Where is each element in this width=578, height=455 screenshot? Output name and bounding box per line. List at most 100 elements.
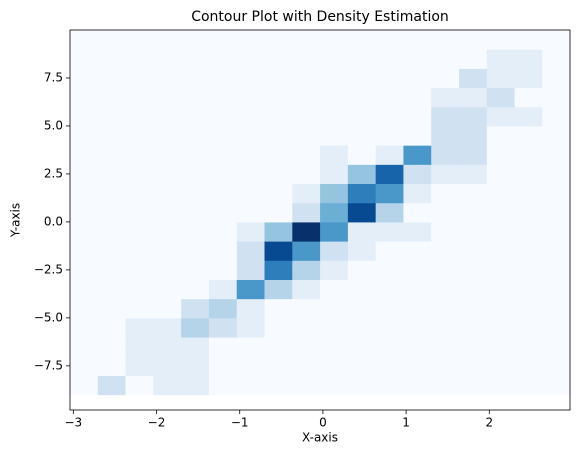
heatmap-cell xyxy=(542,68,571,89)
heatmap-cell xyxy=(181,49,210,69)
heatmap-cell xyxy=(514,30,543,50)
x-tick-label: 2 xyxy=(485,416,493,430)
heatmap-cell xyxy=(542,49,571,69)
heatmap-cell xyxy=(403,337,432,357)
heatmap-cell xyxy=(375,241,404,261)
heatmap-cell xyxy=(320,49,349,69)
heatmap-cell xyxy=(320,221,349,242)
heatmap-cell xyxy=(514,337,543,357)
heatmap-cell xyxy=(431,183,460,204)
heatmap-cell xyxy=(375,145,404,165)
heatmap-cell xyxy=(236,49,266,69)
heatmap-cell xyxy=(208,317,238,338)
y-axis-label: Y-axis xyxy=(9,203,23,238)
heatmap-cell xyxy=(236,87,266,108)
heatmap-cell xyxy=(264,337,293,357)
heatmap-cell xyxy=(403,49,432,69)
heatmap-cell xyxy=(70,317,99,338)
heatmap-cell xyxy=(459,87,488,108)
heatmap-cell xyxy=(153,145,182,165)
heatmap-cell xyxy=(431,356,460,376)
heatmap-cell xyxy=(486,260,516,280)
heatmap-cell xyxy=(486,145,516,165)
heatmap-cell xyxy=(292,164,321,185)
heatmap-cell xyxy=(542,241,571,261)
heatmap-cell xyxy=(181,202,210,223)
heatmap-cell xyxy=(542,356,571,376)
heatmap-cell xyxy=(431,260,460,280)
heatmap-cell xyxy=(514,202,543,223)
heatmap-cell xyxy=(431,221,460,242)
heatmap-cell xyxy=(459,183,488,204)
heatmap-cell xyxy=(264,317,293,338)
heatmap-cell xyxy=(125,106,154,127)
heatmap-cell xyxy=(542,106,571,127)
heatmap-cell xyxy=(236,145,266,165)
heatmap-cell xyxy=(97,337,127,357)
heatmap-cell xyxy=(347,337,377,357)
heatmap-cell xyxy=(153,317,182,338)
x-tick-label: −2 xyxy=(148,416,166,430)
heatmap-cell xyxy=(514,221,543,242)
heatmap-cell xyxy=(208,30,238,50)
heatmap-cell xyxy=(208,49,238,69)
heatmap-cell xyxy=(514,241,543,261)
heatmap-cell xyxy=(347,106,377,127)
heatmap-cell xyxy=(264,164,293,185)
heatmap-cell xyxy=(375,317,404,338)
x-tick-label: 0 xyxy=(319,416,327,430)
heatmap-cell xyxy=(125,87,154,108)
heatmap-cell xyxy=(486,298,516,319)
heatmap-cell xyxy=(236,375,266,396)
y-tick-label: 5.0 xyxy=(44,118,63,132)
heatmap-cell xyxy=(514,356,543,376)
heatmap-cell xyxy=(70,183,99,204)
heatmap-cell xyxy=(431,106,460,127)
heatmap-cell xyxy=(292,279,321,300)
heatmap-cell xyxy=(320,317,349,338)
heatmap-cell xyxy=(375,356,404,376)
heatmap-cell xyxy=(208,221,238,242)
heatmap-cell xyxy=(292,337,321,357)
heatmap-cell xyxy=(264,125,293,146)
heatmap-cell xyxy=(208,164,238,185)
heatmap-cell xyxy=(347,356,377,376)
heatmap-cell xyxy=(320,260,349,280)
heatmap-cell xyxy=(264,241,293,261)
heatmap-cell xyxy=(208,106,238,127)
heatmap-cell xyxy=(431,317,460,338)
heatmap-cell xyxy=(486,337,516,357)
heatmap-cell xyxy=(486,49,516,69)
heatmap-cell xyxy=(542,87,571,108)
heatmap-cell xyxy=(459,298,488,319)
heatmap-cell xyxy=(514,279,543,300)
heatmap-cell xyxy=(264,30,293,50)
heatmap-cell xyxy=(431,145,460,165)
heatmap-cell xyxy=(97,375,127,396)
heatmap-cell xyxy=(97,30,127,50)
heatmap-cell xyxy=(431,68,460,89)
heatmap-cell xyxy=(97,106,127,127)
heatmap-cell xyxy=(292,375,321,396)
heatmap-cell xyxy=(320,356,349,376)
heatmap-cell xyxy=(208,375,238,396)
heatmap-cell xyxy=(153,298,182,319)
heatmap-cell xyxy=(70,30,99,50)
heatmap-cell xyxy=(125,298,154,319)
heatmap-cell xyxy=(292,106,321,127)
heatmap-cell xyxy=(375,30,404,50)
heatmap-cell xyxy=(320,337,349,357)
heatmap-cell xyxy=(125,375,154,396)
heatmap-cell xyxy=(153,279,182,300)
y-tick-label: −7.5 xyxy=(34,358,63,372)
heatmap-cell xyxy=(459,106,488,127)
heatmap-cell xyxy=(181,183,210,204)
heatmap-cell xyxy=(320,183,349,204)
heatmap-cell xyxy=(486,375,516,396)
heatmap-cell xyxy=(375,125,404,146)
heatmap-cell xyxy=(208,260,238,280)
heatmap-cell xyxy=(125,202,154,223)
heatmap-cell xyxy=(459,356,488,376)
heatmap-cell xyxy=(431,279,460,300)
heatmap-cell xyxy=(347,241,377,261)
